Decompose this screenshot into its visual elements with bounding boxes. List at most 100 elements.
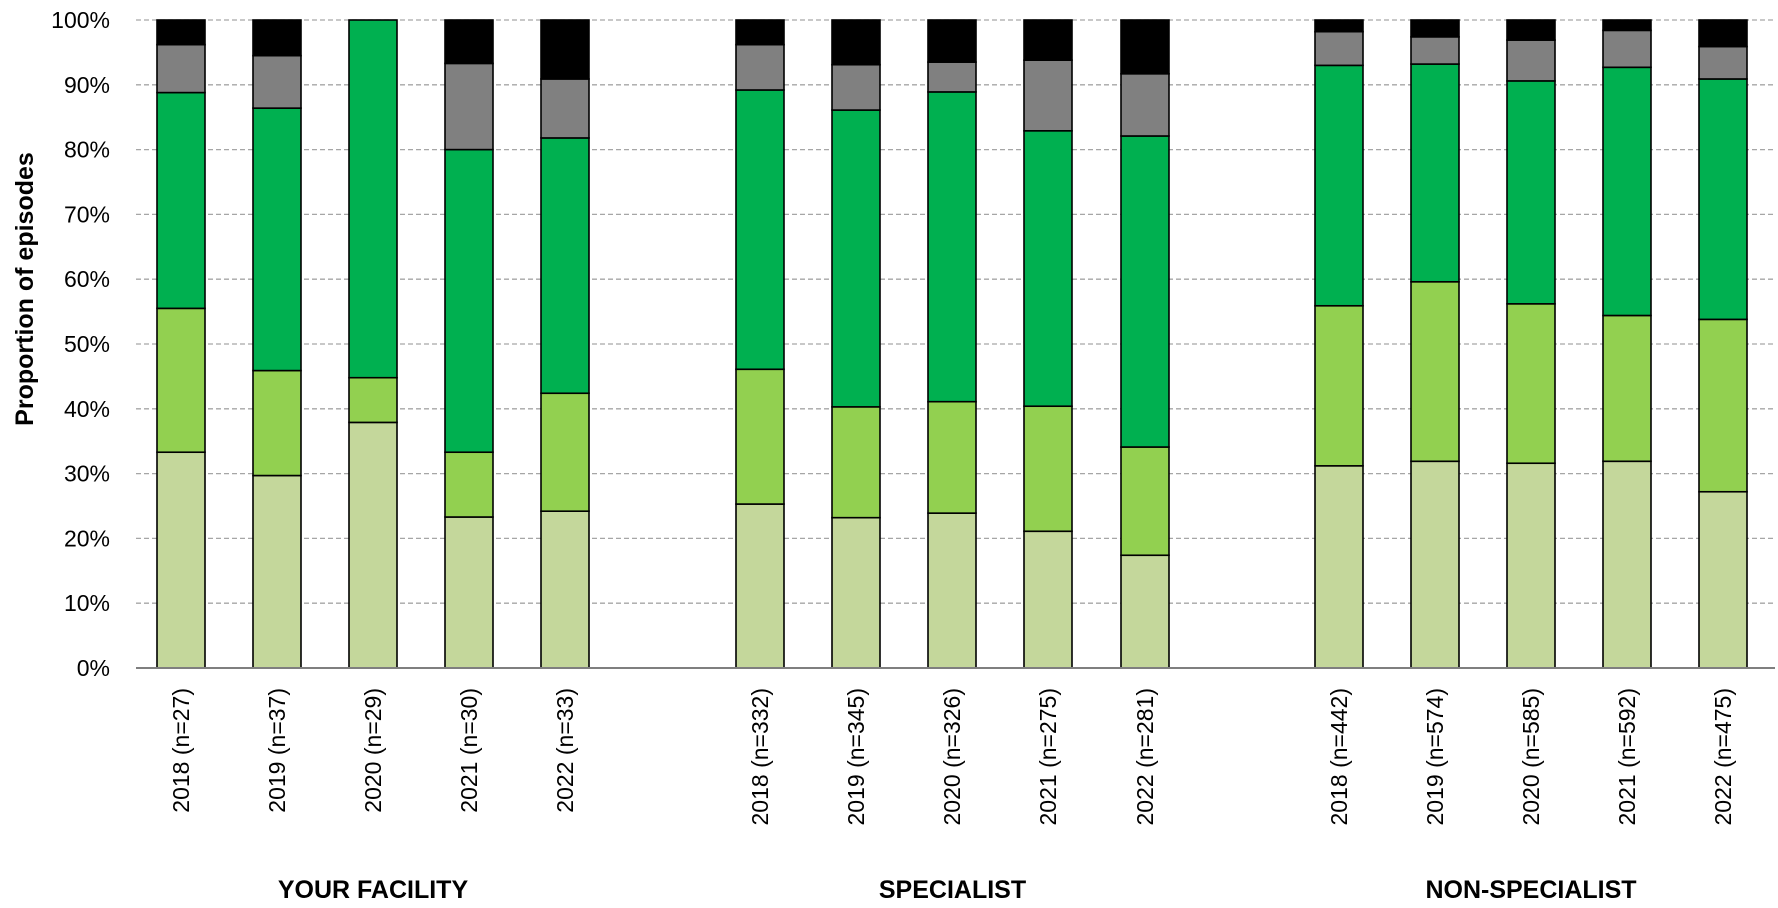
bar-segment-4 <box>252 54 302 109</box>
bar-segment-3 <box>1698 78 1748 321</box>
bar-segment-2 <box>156 307 206 454</box>
bar-segment-3 <box>156 91 206 310</box>
bar-segment-3 <box>540 137 590 395</box>
bar-segment-5 <box>831 19 881 66</box>
bar-segment-5 <box>1120 19 1170 75</box>
bar-segment-2 <box>1023 405 1073 533</box>
bar-segment-3 <box>1410 63 1460 283</box>
bar-segment-1 <box>831 516 881 669</box>
bar-segment-1 <box>1506 462 1556 669</box>
x-category-label: 2020 (n=29) <box>360 688 386 813</box>
bar-segment-5 <box>735 19 785 46</box>
bar-segment-1 <box>156 451 206 669</box>
bar-segment-4 <box>156 43 206 94</box>
x-category-label: 2022 (n=475) <box>1710 688 1736 825</box>
bar-segment-4 <box>927 61 977 93</box>
y-tick-label: 50% <box>64 331 110 357</box>
bar-segment-3 <box>1506 80 1556 305</box>
bar-segment-1 <box>540 510 590 669</box>
group-labels: YOUR FACILITY SPECIALIST NON-SPECIALIST <box>278 876 1637 904</box>
bar-segment-4 <box>444 62 494 151</box>
bar-segment-2 <box>348 376 398 424</box>
bar-segment-1 <box>735 503 785 669</box>
x-category-label: 2020 (n=585) <box>1518 688 1544 825</box>
y-tick-label: 80% <box>64 137 110 163</box>
y-tick-label: 70% <box>64 201 110 227</box>
x-category-label: 2018 (n=27) <box>168 688 194 813</box>
bar-segment-4 <box>1410 36 1460 65</box>
bar-segment-1 <box>348 421 398 669</box>
bar-segment-4 <box>1506 39 1556 82</box>
bar-segment-4 <box>540 78 590 139</box>
bar-segment-2 <box>1698 318 1748 493</box>
bar-segment-3 <box>1120 135 1170 448</box>
bar-segment-5 <box>1314 19 1364 33</box>
bar-segment-2 <box>540 392 590 512</box>
x-category-label: 2022 (n=281) <box>1132 688 1158 825</box>
bar-segment-1 <box>1698 490 1748 669</box>
bar-segment-3 <box>1314 64 1364 307</box>
bar-segment-2 <box>1602 314 1652 463</box>
group-label: NON-SPECIALIST <box>1425 876 1636 904</box>
bar-segment-5 <box>540 19 590 80</box>
bar-segment-1 <box>444 516 494 669</box>
bar-segment-2 <box>1120 446 1170 557</box>
x-category-label: 2021 (n=592) <box>1614 688 1640 825</box>
bar-segment-5 <box>1506 19 1556 41</box>
bars <box>156 19 1748 669</box>
y-tick-label: 60% <box>64 266 110 292</box>
bar-segment-3 <box>348 19 398 379</box>
bar-segment-5 <box>1410 19 1460 38</box>
bar-segment-3 <box>927 91 977 403</box>
x-category-label: 2018 (n=332) <box>747 688 773 825</box>
x-category-label: 2019 (n=37) <box>264 688 290 813</box>
x-category-label: 2021 (n=30) <box>456 688 482 813</box>
x-category-label: 2018 (n=442) <box>1326 688 1352 825</box>
bar-segment-4 <box>735 43 785 91</box>
bar-segment-5 <box>444 19 494 65</box>
x-category-label: 2021 (n=275) <box>1035 688 1061 825</box>
group-label: SPECIALIST <box>879 876 1026 904</box>
x-category-label: 2022 (n=33) <box>552 688 578 813</box>
bar-segment-3 <box>444 148 494 454</box>
y-tick-label: 10% <box>64 590 110 616</box>
bar-segment-3 <box>735 89 785 371</box>
bar-segment-3 <box>1602 66 1652 317</box>
bar-segment-5 <box>1602 19 1652 32</box>
bar-segment-2 <box>444 451 494 518</box>
bar-segment-3 <box>1023 130 1073 408</box>
bar-segment-4 <box>831 63 881 111</box>
bar-segment-1 <box>927 512 977 669</box>
bar-segment-2 <box>831 406 881 519</box>
bar-segment-1 <box>1120 554 1170 669</box>
x-category-label: 2019 (n=574) <box>1422 688 1448 825</box>
x-axis-labels: 2018 (n=27) 2019 (n=37) 2020 (n=29) 2021 (n… <box>168 688 1736 825</box>
y-tick-label: 90% <box>64 72 110 98</box>
bar-segment-3 <box>831 109 881 408</box>
bar-segment-5 <box>1023 19 1073 61</box>
bar-segment-4 <box>1602 29 1652 69</box>
y-axis-title: Proportion of episodes <box>11 152 39 426</box>
bar-segment-4 <box>1698 45 1748 80</box>
y-axis-ticks: 0% 10% 20% 30% 40% 50% 60% 70% 80% 90% 100% <box>51 7 110 681</box>
bar-segment-5 <box>927 19 977 63</box>
bar-segment-5 <box>156 19 206 46</box>
bar-segment-1 <box>1314 465 1364 669</box>
group-label: YOUR FACILITY <box>278 876 469 904</box>
bar-segment-1 <box>1410 460 1460 669</box>
bar-segment-1 <box>1023 530 1073 669</box>
bar-segment-5 <box>1698 19 1748 48</box>
y-tick-label: 40% <box>64 396 110 422</box>
bar-segment-1 <box>252 474 302 669</box>
bar-segment-3 <box>252 107 302 372</box>
bar-segment-2 <box>735 368 785 505</box>
y-tick-label: 0% <box>77 655 110 681</box>
bar-segment-2 <box>1506 303 1556 465</box>
y-tick-label: 30% <box>64 461 110 487</box>
y-tick-label: 100% <box>51 7 110 33</box>
bar-segment-2 <box>1410 280 1460 463</box>
bar-segment-4 <box>1023 59 1073 132</box>
bar-segment-2 <box>1314 304 1364 467</box>
bar-segment-4 <box>1314 30 1364 67</box>
